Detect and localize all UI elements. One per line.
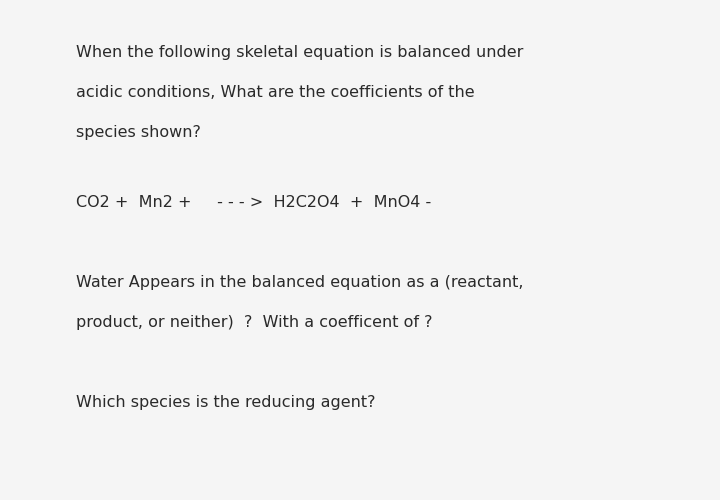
Text: CO2 +  Mn2 +     - - - >  H2C2O4  +  MnO4 -: CO2 + Mn2 + - - - > H2C2O4 + MnO4 - <box>76 195 431 210</box>
Text: When the following skeletal equation is balanced under: When the following skeletal equation is … <box>76 45 523 60</box>
Text: Which species is the reducing agent?: Which species is the reducing agent? <box>76 395 375 410</box>
Text: species shown?: species shown? <box>76 125 200 140</box>
Text: acidic conditions, What are the coefficients of the: acidic conditions, What are the coeffici… <box>76 85 474 100</box>
Text: product, or neither)  ?  With a coefficent of ?: product, or neither) ? With a coefficent… <box>76 315 432 330</box>
Text: Water Appears in the balanced equation as a (reactant,: Water Appears in the balanced equation a… <box>76 275 523 290</box>
